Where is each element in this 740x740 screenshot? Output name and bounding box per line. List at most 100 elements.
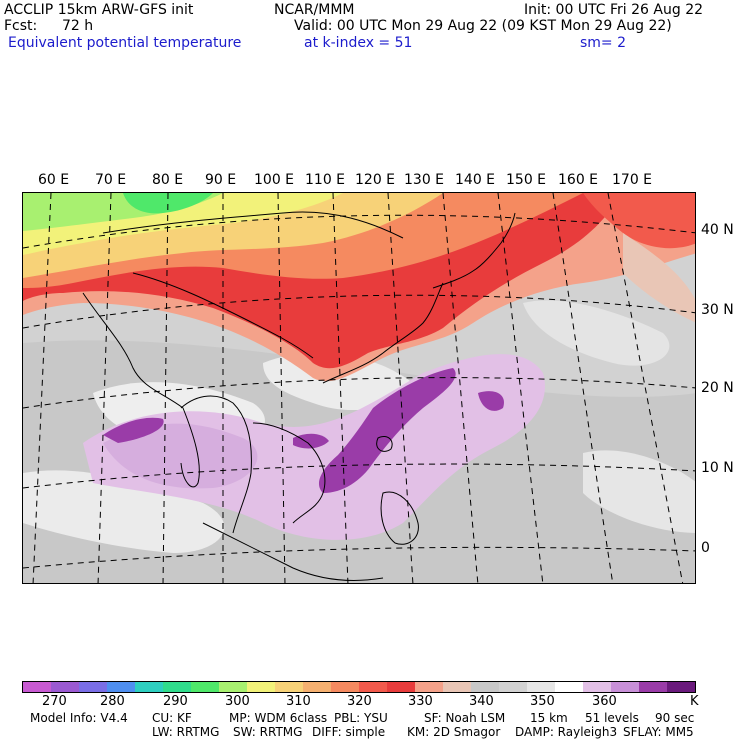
field-white-patch xyxy=(583,450,695,533)
theta-e-field xyxy=(23,193,695,583)
lon-label: 140 E xyxy=(455,172,496,188)
colorbar-swatch-17 xyxy=(499,682,527,692)
field-green xyxy=(123,193,213,214)
lat-label: 30 N xyxy=(701,302,734,318)
border-himalaya xyxy=(132,272,314,359)
colorbar-label: 310 xyxy=(286,694,311,709)
colorbar-swatch-12 xyxy=(359,682,387,692)
colorbar-label: 300 xyxy=(225,694,250,709)
colorbar-swatch-9 xyxy=(275,682,303,692)
lon-label: 130 E xyxy=(404,172,445,188)
lon-label: 60 E xyxy=(38,172,70,188)
lon-label: 170 E xyxy=(612,172,653,188)
colorbar-swatch-14 xyxy=(415,682,443,692)
variable-name: Equivalent potential temperature xyxy=(8,35,242,51)
field-white-patch xyxy=(23,470,225,553)
lat-label: 20 N xyxy=(701,380,734,396)
field-dark-purple xyxy=(318,368,456,493)
field-dark-purple xyxy=(293,433,329,449)
level-label: at k-index = 51 xyxy=(304,35,413,51)
coastlines xyxy=(82,211,516,582)
footer-item: DIFF: simple xyxy=(312,725,386,739)
colorbar-label: 330 xyxy=(408,694,433,709)
lon-label: 110 E xyxy=(305,172,346,188)
field-dark-purple xyxy=(478,391,504,411)
colorbar-label: 360 xyxy=(592,694,617,709)
colorbar-unit: K xyxy=(690,694,699,709)
colorbar-swatch-18 xyxy=(527,682,555,692)
colorbar-label: 320 xyxy=(347,694,372,709)
lon-label: 150 E xyxy=(506,172,547,188)
graticule-line xyxy=(23,377,695,409)
philippines-coast xyxy=(380,491,419,545)
colorbar-swatch-5 xyxy=(163,682,191,692)
taiwan-coast xyxy=(376,435,393,452)
colorbar-label: 350 xyxy=(530,694,555,709)
footer-item: SW: RRTMG xyxy=(233,725,303,739)
colorbar-swatch-20 xyxy=(583,682,611,692)
footer-item: SFLAY: MM5 xyxy=(623,725,694,739)
lon-label: 70 E xyxy=(95,172,127,188)
field-dark-purple xyxy=(103,417,164,443)
init-time: Init: 00 UTC Fri 26 Aug 22 xyxy=(524,2,704,18)
lat-label: 10 N xyxy=(701,460,734,476)
colorbar-label: 280 xyxy=(100,694,125,709)
footer-item: 51 levels xyxy=(585,711,639,725)
lat-label: 40 N xyxy=(701,222,734,238)
graticule-line xyxy=(23,546,695,569)
colorbar-swatch-6 xyxy=(191,682,219,692)
colorbar-swatch-10 xyxy=(303,682,331,692)
colorbar-swatch-22 xyxy=(639,682,667,692)
colorbar-swatch-4 xyxy=(135,682,163,692)
fcst-label: Fcst: xyxy=(4,18,38,34)
colorbar xyxy=(22,681,696,693)
colorbar-swatch-16 xyxy=(471,682,499,692)
footer-item: 15 km xyxy=(530,711,568,725)
footer-item: MP: WDM 6class xyxy=(229,711,328,725)
india-coast xyxy=(82,292,200,488)
footer-item: KM: 2D Smagor xyxy=(407,725,501,739)
colorbar-swatch-8 xyxy=(247,682,275,692)
graticule xyxy=(23,193,695,583)
lon-label: 160 E xyxy=(558,172,599,188)
china-coast xyxy=(322,282,444,384)
graticule-line xyxy=(23,463,695,489)
colorbar-swatch-0 xyxy=(23,682,51,692)
indochina-coast xyxy=(180,395,252,534)
colorbar-swatch-21 xyxy=(611,682,639,692)
smoothing-label: sm= 2 xyxy=(580,35,627,51)
indonesia-coast xyxy=(202,522,384,582)
footer-item: CU: KF xyxy=(152,711,192,725)
colorbar-swatch-15 xyxy=(443,682,471,692)
footer-item: Model Info: V4.4 xyxy=(30,711,128,725)
korea-japan-coast xyxy=(432,212,516,289)
footer-item: PBL: YSU xyxy=(334,711,388,725)
fcst-value: 72 h xyxy=(62,18,94,34)
colorbar-swatch-2 xyxy=(79,682,107,692)
colorbar-swatch-13 xyxy=(387,682,415,692)
org-label: NCAR/MMM xyxy=(274,2,355,18)
colorbar-swatch-7 xyxy=(219,682,247,692)
colorbar-label: 270 xyxy=(42,694,67,709)
footer-item: LW: RRTMG xyxy=(152,725,220,739)
graticule-line xyxy=(552,193,614,583)
lon-label: 120 E xyxy=(355,172,396,188)
colorbar-swatch-1 xyxy=(51,682,79,692)
field-mid-purple xyxy=(103,423,258,489)
lon-label: 90 E xyxy=(205,172,237,188)
model-title: ACCLIP 15km ARW-GFS init xyxy=(4,2,194,18)
map-panel xyxy=(22,192,696,584)
colorbar-label: 290 xyxy=(163,694,188,709)
colorbar-swatch-23 xyxy=(667,682,695,692)
border-north xyxy=(102,211,404,239)
colorbar-swatch-11 xyxy=(331,682,359,692)
graticule-line xyxy=(607,193,684,583)
footer-item: 90 sec xyxy=(655,711,695,725)
footer-item: DAMP: Rayleigh3 xyxy=(515,725,618,739)
footer-item: SF: Noah LSM xyxy=(424,711,506,725)
colorbar-label: 340 xyxy=(469,694,494,709)
colorbar-swatch-3 xyxy=(107,682,135,692)
field-white-patch xyxy=(523,300,670,366)
valid-time: Valid: 00 UTC Mon 29 Aug 22 (09 KST Mon … xyxy=(294,18,672,34)
lon-label: 80 E xyxy=(152,172,184,188)
